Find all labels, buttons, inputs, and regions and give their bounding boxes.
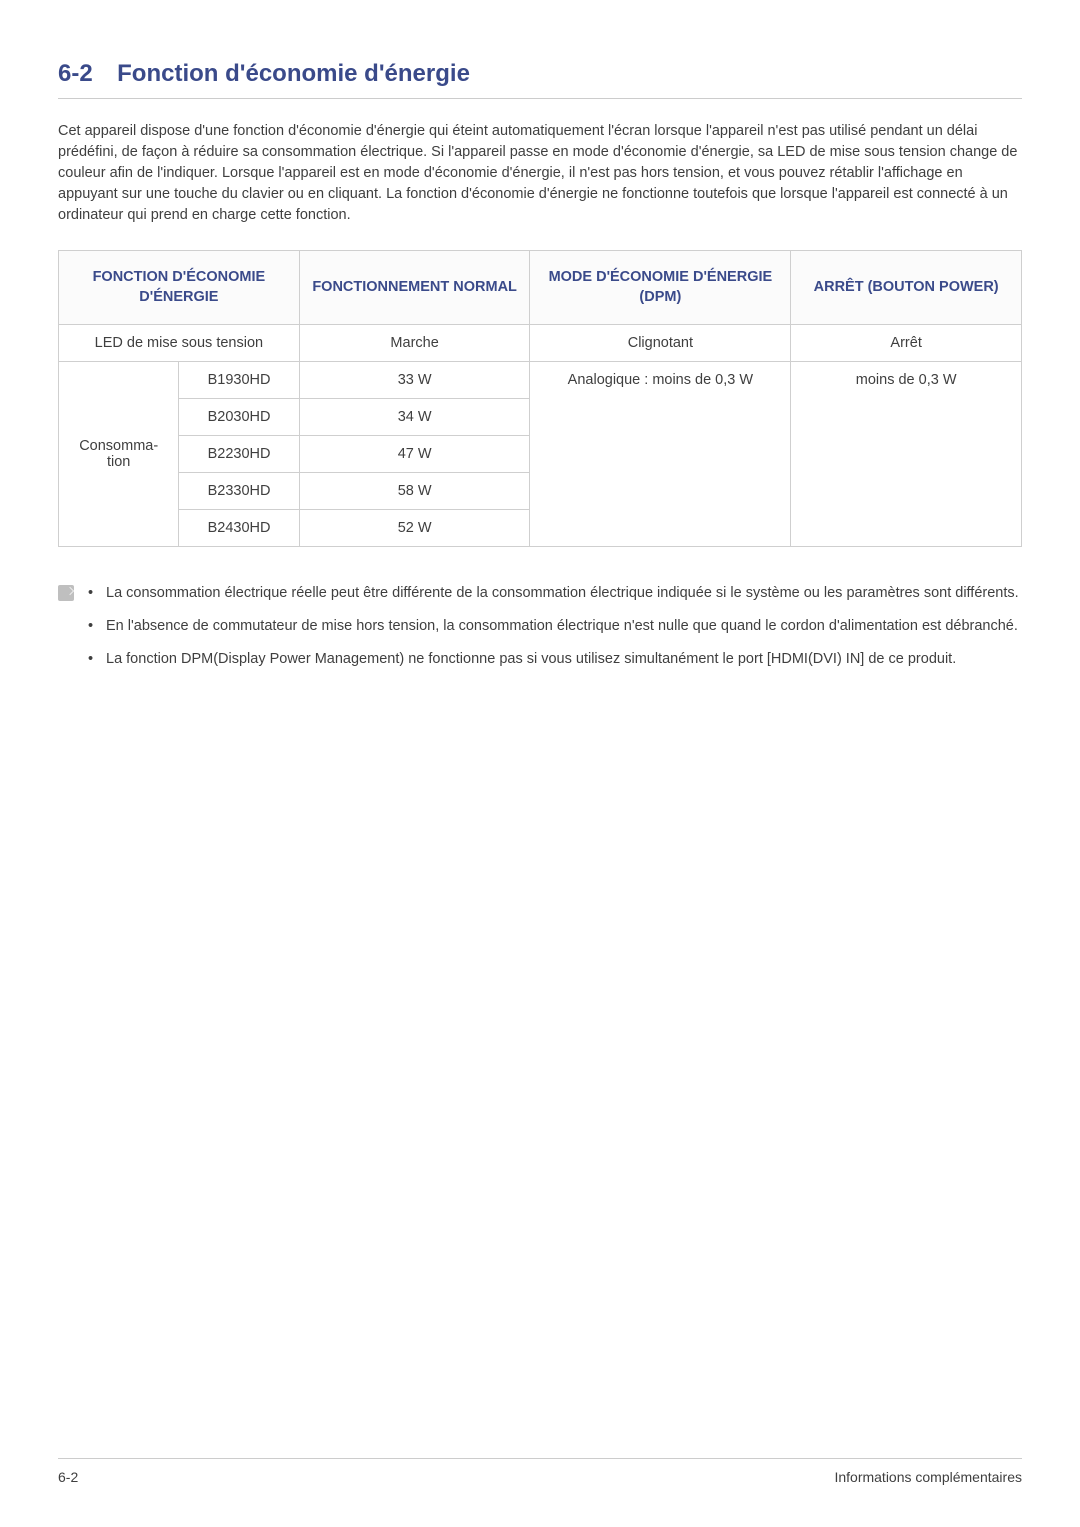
cell-watts: 33 W [299, 361, 530, 398]
cell-led-dpm: Clignotant [530, 324, 791, 361]
cell-model: B2230HD [179, 435, 299, 472]
heading-number: 6-2 [58, 60, 93, 87]
cell-consumption-dpm: Analogique : moins de 0,3 W [530, 361, 791, 546]
cell-model: B2030HD [179, 398, 299, 435]
cell-consumption-off: moins de 0,3 W [791, 361, 1022, 546]
cell-watts: 58 W [299, 472, 530, 509]
note-item: En l'absence de commutateur de mise hors… [88, 616, 1019, 637]
table-header-function: FONCTION D'ÉCONOMIE D'ÉNERGIE [59, 251, 300, 325]
cell-led-normal: Marche [299, 324, 530, 361]
cell-watts: 47 W [299, 435, 530, 472]
cell-led-off: Arrêt [791, 324, 1022, 361]
cell-model: B2430HD [179, 509, 299, 546]
note-icon [58, 585, 74, 601]
note-item: La consommation électrique réelle peut ê… [88, 583, 1019, 604]
cell-model: B1930HD [179, 361, 299, 398]
heading-title: Fonction d'économie d'énergie [117, 60, 470, 87]
table-header-normal: FONCTIONNEMENT NORMAL [299, 251, 530, 325]
footer-page-number: 6-2 [58, 1469, 78, 1485]
note-item: La fonction DPM(Display Power Management… [88, 649, 1019, 670]
table-header-off: ARRÊT (BOUTON POWER) [791, 251, 1022, 325]
cell-watts: 34 W [299, 398, 530, 435]
table-row: LED de mise sous tension Marche Clignota… [59, 324, 1022, 361]
page-footer: 6-2 Informations complémentaires [58, 1458, 1022, 1485]
notes-block: La consommation électrique réelle peut ê… [58, 583, 1022, 682]
table-header-dpm: MODE D'ÉCONOMIE D'ÉNERGIE (DPM) [530, 251, 791, 325]
section-heading: 6-2 Fonction d'économie d'énergie [58, 60, 1022, 99]
cell-led-label: LED de mise sous tension [59, 324, 300, 361]
table-row: Consomma-tion B1930HD 33 W Analogique : … [59, 361, 1022, 398]
cell-model: B2330HD [179, 472, 299, 509]
footer-section-title: Informations complémentaires [834, 1469, 1022, 1485]
cell-consumption-label: Consomma-tion [59, 361, 179, 546]
cell-watts: 52 W [299, 509, 530, 546]
intro-paragraph: Cet appareil dispose d'une fonction d'éc… [58, 121, 1022, 226]
spec-table: FONCTION D'ÉCONOMIE D'ÉNERGIE FONCTIONNE… [58, 250, 1022, 547]
